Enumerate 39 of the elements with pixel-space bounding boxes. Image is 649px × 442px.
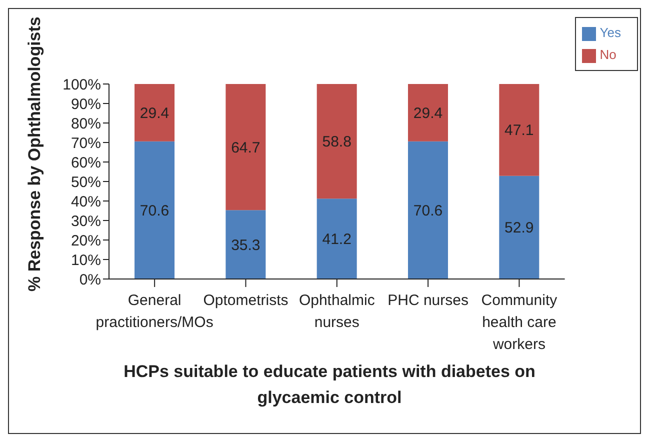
- bar: [316, 84, 357, 199]
- data-label: 58.8: [322, 134, 352, 151]
- y-tick-label: 70%: [70, 134, 101, 152]
- x-axis-title: HCPs suitable to educate patients with diabetes on glycaemic control: [122, 361, 536, 409]
- y-tick-label: 30%: [70, 212, 101, 230]
- y-tick-label: 60%: [70, 154, 101, 172]
- bar: [226, 84, 266, 210]
- y-tick-label: 100%: [62, 76, 101, 94]
- y-tick-label: 40%: [70, 193, 101, 210]
- bar: [134, 84, 175, 142]
- data-label: 47.1: [504, 122, 534, 140]
- bar: [499, 84, 540, 176]
- bar: [134, 141, 175, 279]
- x-tick-label: Optometrists: [203, 292, 288, 309]
- x-tick-label: Ophthalmic nurses: [298, 292, 376, 331]
- bar: [408, 141, 448, 279]
- data-label: 70.6: [413, 202, 443, 220]
- data-label: 52.9: [504, 220, 534, 237]
- data-label: 29.4: [140, 104, 170, 122]
- y-tick-label: 10%: [70, 252, 101, 269]
- y-tick-label: 0%: [79, 271, 101, 288]
- data-label: 29.4: [413, 104, 443, 122]
- y-axis-title: % Response by Ophthalmologists: [25, 16, 44, 292]
- legend-label: No: [600, 47, 616, 62]
- x-tick-label: PHC nurses: [388, 292, 468, 309]
- bar: [408, 84, 448, 142]
- x-tick-label: Community health care workers: [481, 292, 558, 353]
- y-tick-label: 80%: [70, 115, 101, 132]
- bar: [499, 176, 540, 279]
- y-tick-label: 90%: [70, 96, 101, 113]
- data-label: 35.3: [231, 236, 260, 254]
- bar: [226, 210, 266, 279]
- bar: [316, 198, 357, 279]
- data-label: 70.6: [140, 202, 170, 220]
- data-label: 41.2: [322, 231, 352, 248]
- legend-label: Yes: [600, 25, 621, 40]
- y-tick-label: 50%: [70, 174, 101, 191]
- y-tick-label: 20%: [70, 232, 101, 250]
- data-label: 64.7: [231, 139, 260, 156]
